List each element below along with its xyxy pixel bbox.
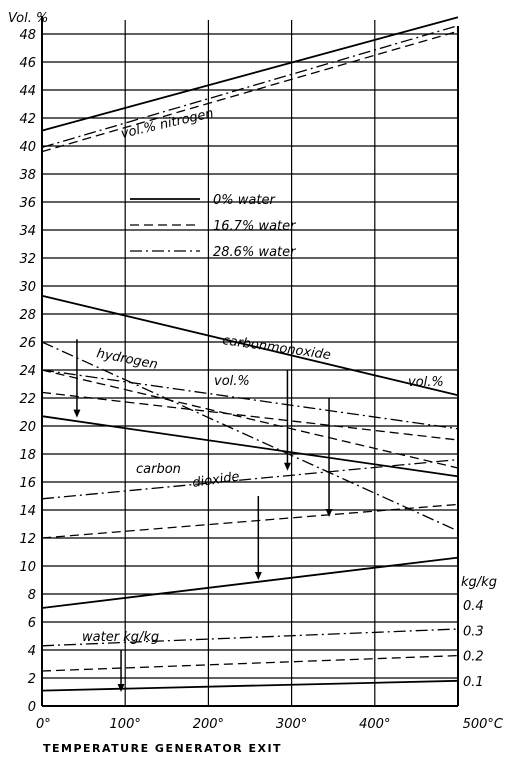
label-carbonmonoxide: carbonmonoxide [221, 333, 331, 363]
series-hydrogen-solid [41, 415, 459, 478]
y-tick-label-2: 4 [28, 644, 36, 659]
series-carbon-dioxide-dashdot [41, 458, 459, 500]
label-hydrogen: hydrogen [95, 346, 159, 373]
y-axis-label: Vol. % [8, 11, 48, 26]
y-tick-label-18: 36 [19, 196, 36, 211]
annotation-arrows [73, 339, 333, 692]
legend-label-1: 16.7% water [213, 219, 297, 234]
annotations: vol.% nitrogen carbonmonoxide vol.% hydr… [82, 106, 444, 645]
label-carbon: carbon [136, 462, 181, 477]
axes [41, 16, 459, 707]
y-tick-label-3: 6 [28, 616, 36, 631]
right-tick-label-3: 0.4 [463, 599, 484, 614]
y-tick-label-11: 22 [19, 392, 36, 407]
y-tick-label-13: 26 [19, 336, 36, 351]
arrow-head-3 [254, 572, 262, 580]
series-hydrogen-dashed [41, 391, 459, 441]
x-tick-label-5: 500°C [463, 717, 504, 732]
y-tick-label-22: 44 [19, 84, 36, 99]
x-tick-label-2: 200° [193, 717, 224, 732]
x-tick-label-0: 0° [36, 717, 51, 732]
right-axis-label: kg/kg [461, 575, 497, 590]
series-water-dashdot [41, 628, 459, 647]
y-tick-label-5: 10 [19, 560, 36, 575]
tick-labels: 0246810121416182022242628303234363840424… [19, 28, 503, 732]
y-tick-label-6: 12 [19, 532, 36, 547]
arrow-head-0 [73, 409, 81, 418]
grid [42, 20, 458, 706]
series-nitrogen-solid [41, 16, 459, 132]
right-tick-label-1: 0.2 [463, 650, 484, 665]
y-tick-label-4: 8 [28, 588, 36, 603]
series-carbonmonoxide-solid [41, 294, 459, 397]
right-tick-label-2: 0.3 [463, 624, 484, 639]
y-tick-label-16: 32 [19, 252, 36, 267]
y-tick-label-0: 0 [28, 700, 36, 715]
y-tick-label-8: 16 [19, 476, 36, 491]
x-axis-label: TEMPERATURE GENERATOR EXIT [43, 742, 282, 755]
legend-label-0: 0% water [213, 193, 276, 208]
series-carbon-dioxide-solid [41, 556, 459, 609]
y-tick-label-15: 30 [19, 280, 36, 295]
series-carbonmonoxide-dashdot [41, 341, 459, 532]
label-water: water kg/kg [82, 630, 159, 645]
series-hydrogen-dashdot [41, 369, 459, 430]
y-tick-label-19: 38 [19, 168, 36, 183]
y-tick-label-14: 28 [19, 308, 36, 323]
series-water-dashed [41, 654, 459, 672]
right-tick-label-0: 0.1 [463, 675, 484, 690]
label-co-vol: vol.% [408, 375, 444, 390]
legend: 0% water 16.7% water 28.6% water [130, 193, 297, 260]
y-tick-label-21: 42 [19, 112, 36, 127]
arrow-head-4 [117, 684, 125, 692]
series-nitrogen-dashed [41, 30, 459, 153]
series-water-solid [41, 679, 459, 692]
x-tick-label-3: 300° [276, 717, 307, 732]
y-tick-label-1: 2 [28, 672, 36, 687]
arrow-head-1 [283, 462, 291, 471]
legend-label-2: 28.6% water [213, 245, 297, 260]
label-nitrogen: vol.% nitrogen [120, 106, 216, 142]
x-tick-label-1: 100° [110, 717, 141, 732]
label-dioxide: dioxide [191, 470, 240, 491]
y-tick-label-12: 24 [19, 364, 36, 379]
y-tick-label-23: 46 [19, 56, 36, 71]
y-tick-label-24: 48 [19, 28, 36, 43]
y-tick-label-7: 14 [19, 504, 36, 519]
label-h2-vol: vol.% [214, 374, 250, 389]
y-tick-label-9: 18 [19, 448, 36, 463]
x-tick-label-4: 400° [359, 717, 390, 732]
y-tick-label-10: 20 [19, 420, 36, 435]
y-tick-label-17: 34 [19, 224, 36, 239]
arrow-head-2 [325, 509, 333, 517]
series-carbonmonoxide-dashed [41, 369, 459, 469]
series-nitrogen-dashdot [41, 24, 459, 149]
series-lines [41, 16, 459, 692]
y-tick-label-20: 40 [19, 140, 36, 155]
